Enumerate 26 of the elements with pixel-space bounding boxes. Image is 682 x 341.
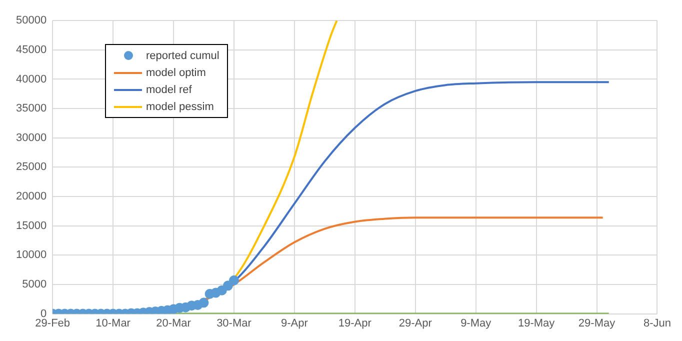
x-tick-label: 8-Jun [643, 317, 672, 330]
y-tick-label: 10000 [16, 249, 47, 262]
y-tick-label: 15000 [16, 220, 47, 232]
legend-label: reported cumul [146, 50, 220, 62]
y-tick-label: 45000 [16, 44, 47, 56]
x-tick-label: 9-Apr [280, 317, 308, 330]
legend-label: model ref [146, 84, 192, 96]
y-tick-label: 0 [40, 308, 47, 320]
y-tick-label: 30000 [16, 132, 47, 144]
x-tick-label: 30-Mar [216, 317, 252, 330]
y-tick-label: 5000 [22, 278, 47, 291]
x-tick-label: 9-May [460, 317, 492, 330]
x-tick-label: 29-Feb [35, 317, 70, 330]
x-tick-label: 20-Mar [156, 317, 192, 330]
y-tick-label: 50000 [16, 14, 47, 27]
x-tick-label: 19-May [518, 317, 556, 330]
x-tick-label: 29-May [578, 317, 616, 330]
y-tick-label: 35000 [16, 102, 47, 115]
y-tick-label: 40000 [16, 73, 47, 86]
x-tick-label: 10-Mar [96, 317, 131, 330]
x-tick-label: 19-Apr [338, 317, 372, 330]
legend-label: model pessim [146, 100, 214, 112]
y-tick-label: 20000 [16, 190, 47, 203]
x-tick-label: 29-Apr [398, 317, 432, 330]
legend-label: model optim [146, 66, 206, 78]
y-tick-label: 25000 [16, 161, 47, 174]
